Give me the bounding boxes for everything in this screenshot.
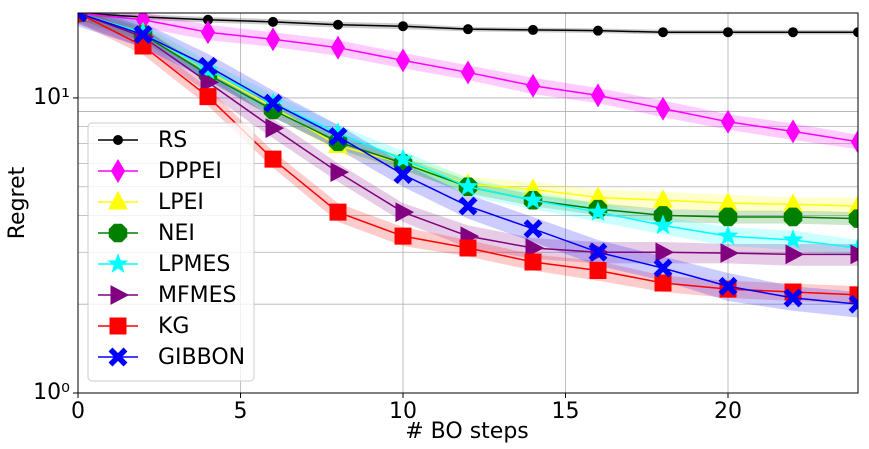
marker xyxy=(720,109,736,134)
marker xyxy=(853,27,858,38)
x-tick-label: 5 xyxy=(234,399,248,424)
marker xyxy=(522,189,544,210)
marker xyxy=(590,83,606,108)
marker xyxy=(850,244,858,265)
marker xyxy=(110,285,130,305)
legend-label: KG xyxy=(158,314,189,339)
marker xyxy=(848,294,858,314)
marker xyxy=(108,347,128,367)
marker xyxy=(395,202,415,223)
marker xyxy=(782,229,804,249)
y-tick-label: 10⁰ xyxy=(33,380,70,405)
marker xyxy=(463,24,473,35)
marker xyxy=(528,24,538,35)
marker xyxy=(458,196,478,216)
legend-label: MFMES xyxy=(158,283,236,308)
x-axis-label: # BO steps xyxy=(405,419,529,444)
marker xyxy=(783,288,803,308)
marker xyxy=(199,88,217,106)
legend-label: LPMES xyxy=(158,252,230,277)
confidence-band xyxy=(78,13,858,257)
marker xyxy=(723,27,733,38)
marker xyxy=(655,242,675,263)
marker xyxy=(718,207,738,227)
marker xyxy=(328,127,348,146)
marker xyxy=(460,60,476,85)
marker xyxy=(395,48,411,73)
marker xyxy=(524,253,542,271)
marker xyxy=(653,258,673,278)
x-tick-label: 0 xyxy=(71,399,85,424)
marker xyxy=(268,16,278,27)
legend-box xyxy=(87,122,255,382)
marker xyxy=(330,162,350,183)
legend-label: RS xyxy=(158,128,187,153)
y-axis-label: Regret xyxy=(5,166,30,239)
marker xyxy=(110,159,126,183)
marker xyxy=(588,242,608,262)
marker xyxy=(333,19,343,30)
marker xyxy=(523,219,543,239)
marker xyxy=(652,214,674,235)
marker xyxy=(133,25,153,44)
marker xyxy=(264,150,282,168)
marker xyxy=(850,129,858,154)
marker xyxy=(108,190,128,210)
marker xyxy=(78,13,88,23)
x-tick-label: 20 xyxy=(714,399,742,424)
legend-label: LPEI xyxy=(158,190,204,215)
marker xyxy=(200,20,216,45)
legend-label: NEI xyxy=(158,221,195,246)
marker xyxy=(107,253,129,273)
marker xyxy=(783,207,803,227)
marker xyxy=(265,118,285,138)
marker xyxy=(200,72,220,93)
marker xyxy=(718,276,738,296)
marker xyxy=(720,243,740,263)
marker xyxy=(108,223,128,243)
marker xyxy=(785,119,801,144)
axes: 10⁰ 10¹ 0 5 10 15 20 xyxy=(33,85,742,424)
marker xyxy=(717,225,739,246)
marker xyxy=(392,148,414,169)
marker xyxy=(788,27,798,38)
legend: RS DPPEI LPEI NEI LPMES MFMES KG GIBBON xyxy=(87,122,255,382)
marker xyxy=(393,165,413,184)
x-tick-label: 15 xyxy=(552,399,580,424)
marker xyxy=(459,239,477,257)
marker xyxy=(457,175,479,196)
confidence-band xyxy=(78,13,858,318)
marker xyxy=(658,27,668,38)
marker xyxy=(329,203,347,221)
legend-label: DPPEI xyxy=(158,159,222,184)
marker xyxy=(394,227,412,245)
marker xyxy=(265,27,281,52)
marker xyxy=(109,317,127,335)
legend-label: GIBBON xyxy=(158,345,245,370)
marker xyxy=(330,35,346,60)
x-tick-label: 10 xyxy=(389,399,417,424)
marker xyxy=(113,135,123,145)
marker xyxy=(263,93,283,113)
marker xyxy=(655,96,671,121)
plot-frame xyxy=(77,12,859,394)
plot-area xyxy=(78,13,858,318)
marker xyxy=(525,73,541,98)
marker xyxy=(398,21,408,32)
marker xyxy=(593,25,603,36)
marker xyxy=(785,244,805,265)
marker xyxy=(848,195,858,214)
y-tick-label: 10¹ xyxy=(33,85,70,110)
marker xyxy=(587,201,609,222)
marker xyxy=(848,209,858,228)
marker xyxy=(589,262,607,280)
marker xyxy=(198,56,218,76)
marker xyxy=(654,274,672,292)
confidence-band xyxy=(78,13,858,266)
marker xyxy=(525,238,545,258)
